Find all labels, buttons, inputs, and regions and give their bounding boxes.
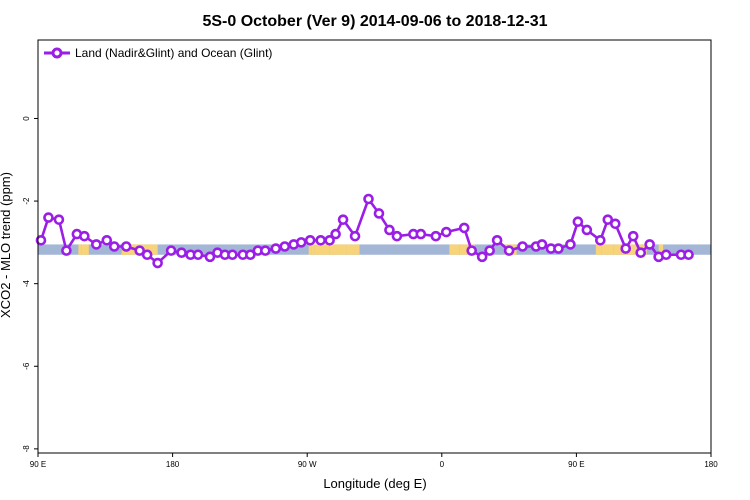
data-point bbox=[609, 218, 621, 230]
data-point bbox=[204, 251, 216, 263]
data-point bbox=[245, 249, 256, 261]
y-axis-label: XCO2 - MLO trend (ppm) bbox=[0, 172, 13, 318]
plot-frame bbox=[37, 39, 712, 454]
data-point bbox=[595, 235, 606, 246]
land-segment bbox=[601, 244, 614, 255]
data-point bbox=[466, 245, 478, 256]
y-tick-label: -4 bbox=[22, 280, 31, 288]
data-point bbox=[602, 214, 614, 225]
series-layer bbox=[35, 193, 694, 269]
data-point bbox=[108, 241, 120, 252]
data-point bbox=[373, 208, 385, 219]
land-segment bbox=[308, 244, 312, 255]
legend-entry-label: Land (Nadir&Glint) and Ocean (Glint) bbox=[75, 46, 272, 60]
land-segment bbox=[81, 244, 89, 255]
data-point bbox=[553, 243, 564, 254]
y-tick-label: 0 bbox=[22, 116, 31, 121]
y-axis: 0 -2 -4 -6 -8 bbox=[22, 116, 38, 453]
legend-marker-icon bbox=[51, 47, 63, 59]
data-point bbox=[53, 214, 65, 225]
y-tick-label: -8 bbox=[22, 445, 31, 453]
land-segment bbox=[346, 244, 360, 255]
x-axis: 90 E 180 90 W 0 90 E 180 bbox=[30, 453, 718, 469]
land-segment bbox=[658, 244, 664, 255]
ocean-band bbox=[38, 244, 711, 255]
data-point bbox=[683, 249, 694, 261]
data-point bbox=[458, 222, 470, 234]
data-point bbox=[141, 249, 153, 261]
land-segment bbox=[613, 244, 622, 255]
x-tick-label: 0 bbox=[440, 460, 445, 469]
data-point bbox=[165, 245, 177, 256]
data-point bbox=[635, 247, 647, 258]
data-point bbox=[337, 214, 349, 225]
data-point bbox=[120, 241, 132, 252]
data-point bbox=[476, 251, 488, 263]
data-point bbox=[279, 241, 291, 252]
land-segment bbox=[449, 244, 460, 255]
x-tick-label: 90 E bbox=[568, 460, 584, 469]
land-segment bbox=[311, 244, 315, 255]
data-point bbox=[192, 249, 204, 261]
data-point bbox=[61, 245, 72, 256]
data-point bbox=[35, 235, 47, 246]
data-point bbox=[101, 235, 113, 246]
land-segment bbox=[314, 244, 330, 255]
legend: Land (Nadir&Glint) and Ocean (Glint) bbox=[44, 46, 272, 60]
data-point bbox=[330, 228, 341, 240]
data-point bbox=[91, 239, 102, 250]
data-point bbox=[503, 245, 515, 256]
data-point bbox=[79, 230, 90, 242]
land-segment bbox=[329, 244, 347, 255]
data-point bbox=[620, 243, 632, 254]
data-point bbox=[349, 230, 361, 242]
data-point bbox=[517, 241, 528, 252]
data-point bbox=[304, 235, 316, 246]
x-tick-label: 90 E bbox=[30, 460, 46, 469]
land-segment bbox=[78, 244, 82, 255]
land-segment bbox=[595, 244, 602, 255]
data-point bbox=[227, 249, 238, 261]
data-point bbox=[270, 243, 282, 254]
data-point bbox=[565, 239, 576, 250]
data-point bbox=[315, 235, 326, 246]
x-axis-label: Longitude (deg E) bbox=[323, 476, 426, 491]
land-segment bbox=[459, 244, 469, 255]
data-point bbox=[43, 212, 54, 223]
x-tick-label: 90 W bbox=[298, 460, 317, 469]
y-tick-label: -2 bbox=[22, 197, 31, 205]
data-point bbox=[134, 245, 145, 256]
chart-title: 5S-0 October (Ver 9) 2014-09-06 to 2018-… bbox=[202, 13, 547, 30]
data-point bbox=[627, 230, 639, 242]
data-point bbox=[415, 228, 427, 240]
data-point bbox=[176, 247, 187, 258]
data-point bbox=[391, 230, 403, 242]
y-tick-label: -6 bbox=[22, 362, 31, 370]
x-tick-label: 180 bbox=[166, 460, 180, 469]
data-point bbox=[491, 235, 503, 246]
data-point bbox=[363, 193, 374, 205]
x-tick-label: 180 bbox=[704, 460, 718, 469]
data-point bbox=[152, 257, 163, 269]
data-point bbox=[572, 216, 584, 228]
data-point bbox=[660, 249, 672, 261]
data-point bbox=[260, 245, 271, 256]
data-point bbox=[430, 230, 442, 242]
data-point bbox=[324, 235, 335, 246]
data-point bbox=[384, 224, 395, 236]
data-point bbox=[644, 239, 655, 250]
data-point bbox=[581, 224, 593, 236]
data-point bbox=[536, 239, 548, 250]
data-point bbox=[440, 226, 452, 238]
data-point bbox=[484, 245, 495, 256]
data-point bbox=[295, 237, 307, 248]
